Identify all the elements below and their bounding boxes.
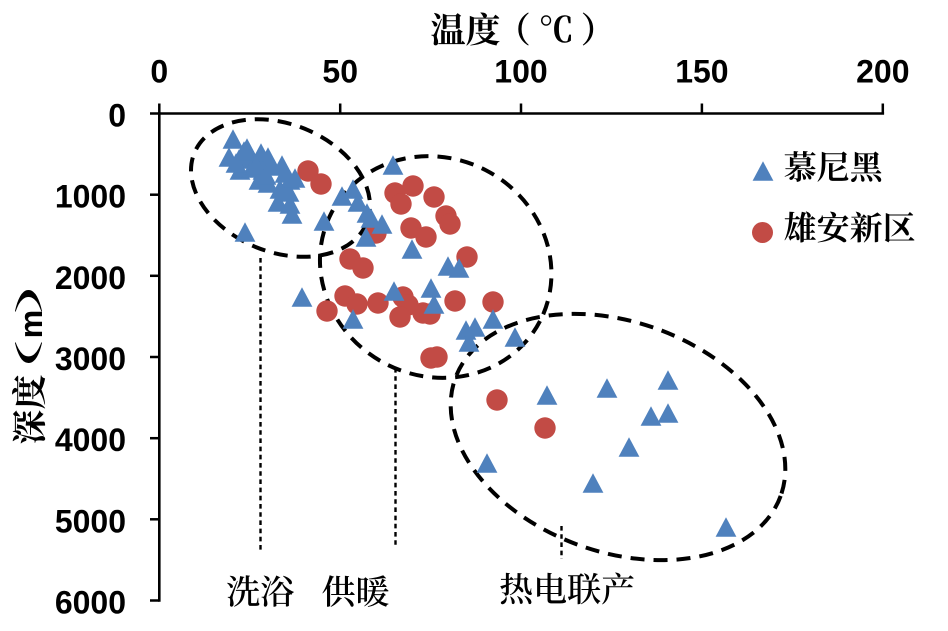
svg-text:3000: 3000 [55, 341, 126, 377]
svg-text:1000: 1000 [55, 179, 126, 215]
svg-text:5000: 5000 [55, 503, 126, 539]
svg-text:0: 0 [150, 54, 168, 90]
svg-text:50: 50 [322, 54, 358, 90]
svg-text:200: 200 [856, 54, 909, 90]
svg-text:150: 150 [675, 54, 728, 90]
svg-text:0: 0 [108, 98, 126, 134]
svg-text:100: 100 [494, 54, 547, 90]
svg-text:6000: 6000 [55, 585, 126, 621]
svg-text:2000: 2000 [55, 260, 126, 296]
svg-text:4000: 4000 [55, 422, 126, 458]
